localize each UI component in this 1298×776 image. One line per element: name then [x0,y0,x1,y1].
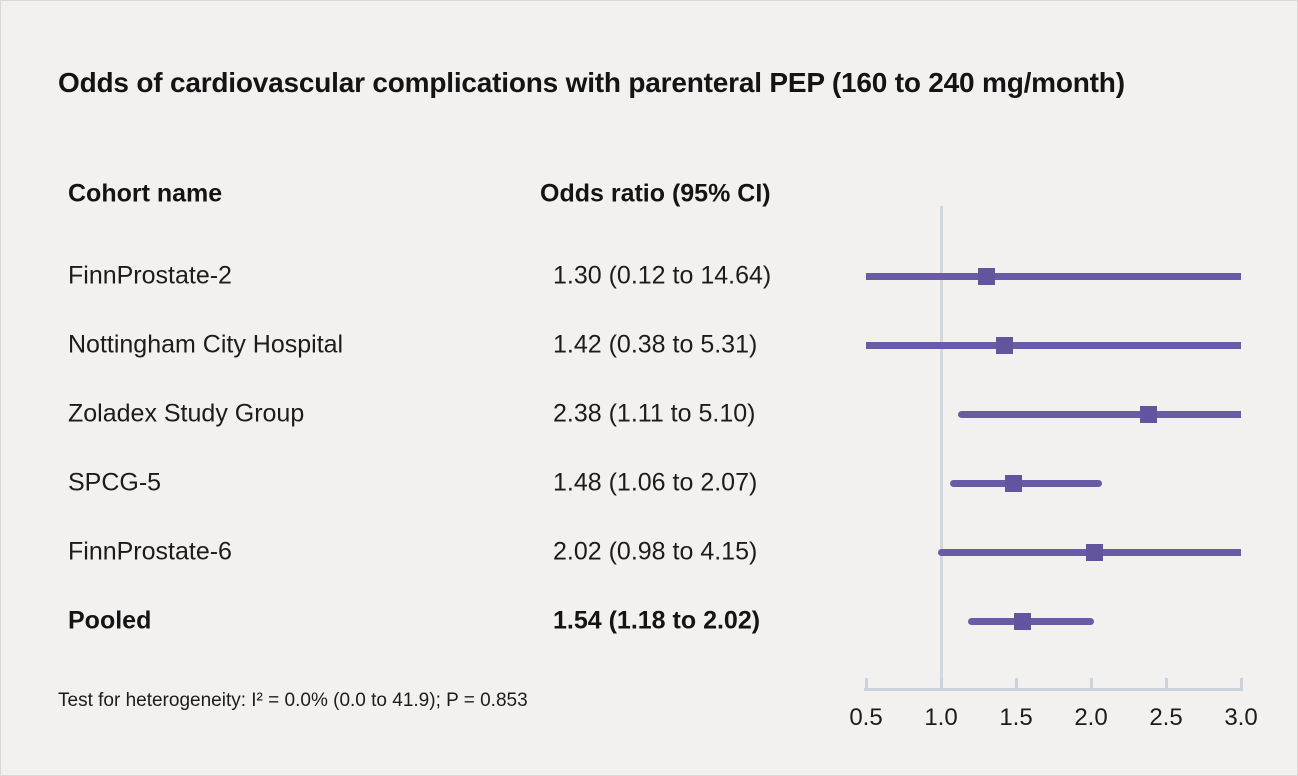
odds-ratio-value: 1.30 (0.12 to 14.64) [553,261,772,290]
cohort-name: Zoladex Study Group [68,399,305,428]
odds-ratio-marker [1085,543,1103,561]
heterogeneity-footnote: Test for heterogeneity: I² = 0.0% (0.0 t… [58,690,528,711]
reference-line [939,206,943,691]
column-header-cohort-name: Cohort name [68,179,223,208]
cohort-name: FinnProstate-2 [68,261,232,290]
cohort-name: SPCG-5 [68,468,162,497]
x-tick [1239,678,1243,688]
figure-title: Odds of cardiovascular complications wit… [58,67,1125,98]
x-tick [1014,678,1018,688]
confidence-interval-line [866,272,1241,280]
odds-ratio-value-pooled: 1.54 (1.18 to 2.02) [553,606,761,635]
odds-ratio-value: 2.02 (0.98 to 4.15) [553,537,758,566]
cohort-name: Nottingham City Hospital [68,330,344,359]
confidence-interval-line [957,410,1241,418]
x-tick-label: 3.0 [1224,704,1258,731]
odds-ratio-value: 1.48 (1.06 to 2.07) [553,468,758,497]
x-axis [864,688,1243,691]
x-tick-label: 1.5 [999,704,1033,731]
cohort-name: FinnProstate-6 [68,537,232,566]
odds-ratio-value: 2.38 (1.11 to 5.10) [553,399,756,428]
x-tick-label: 2.0 [1074,704,1108,731]
odds-ratio-value: 1.42 (0.38 to 5.31) [553,330,758,359]
x-tick [1164,678,1168,688]
confidence-interval-line [968,617,1094,625]
cohort-name-pooled: Pooled [68,606,152,635]
confidence-interval-line [950,479,1102,487]
column-header-odds-ratio: Odds ratio (95% CI) [540,179,771,208]
odds-ratio-marker [977,267,995,285]
x-tick [864,678,868,688]
x-tick [939,678,943,688]
x-tick-label: 0.5 [849,704,883,731]
pooled-odds-ratio-marker [1013,612,1031,630]
x-tick-label: 1.0 [924,704,958,731]
odds-ratio-marker [995,336,1013,354]
x-tick [1089,678,1093,688]
odds-ratio-marker [1004,474,1022,492]
confidence-interval-line [866,341,1241,349]
x-tick-label: 2.5 [1149,704,1183,731]
odds-ratio-marker [1139,405,1157,423]
